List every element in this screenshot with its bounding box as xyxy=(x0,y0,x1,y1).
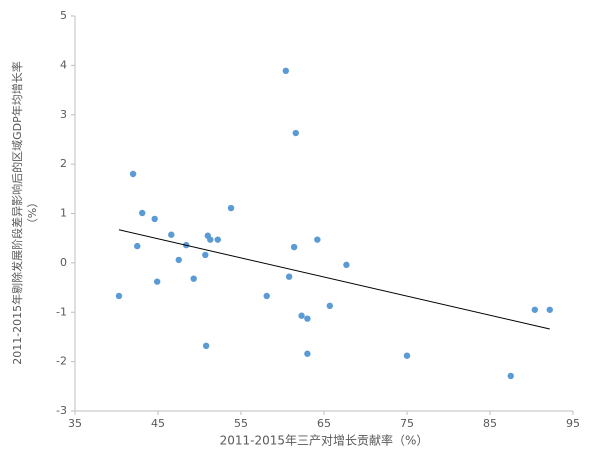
point xyxy=(298,312,305,319)
point xyxy=(285,273,293,280)
x-tick-label: 65 xyxy=(317,417,331,430)
point xyxy=(129,170,137,178)
y-tick-label: -3 xyxy=(56,404,67,417)
point xyxy=(202,342,210,350)
x-tick-label: 85 xyxy=(483,417,497,430)
point xyxy=(304,315,311,322)
point xyxy=(546,306,553,313)
y-axis-label: 2011-2015年剔除发展阶段差异影响后的区域GDP年均增长率 xyxy=(10,61,24,365)
point xyxy=(207,236,214,243)
trendline xyxy=(118,229,550,330)
point xyxy=(153,278,161,285)
point xyxy=(282,67,290,75)
point xyxy=(227,204,235,212)
point xyxy=(263,292,270,300)
point xyxy=(134,242,141,250)
point xyxy=(507,372,514,380)
point xyxy=(190,275,197,282)
point xyxy=(202,251,209,259)
point xyxy=(139,209,146,217)
point xyxy=(168,231,175,238)
y-tick-label: 3 xyxy=(60,108,67,121)
y-tick-label: 5 xyxy=(60,9,67,22)
y-tick-label: -2 xyxy=(56,355,67,368)
x-tick-label: 95 xyxy=(566,417,580,430)
y-tick-label: 1 xyxy=(60,207,67,220)
x-tick-label: 35 xyxy=(68,417,82,430)
point xyxy=(115,292,123,300)
point xyxy=(214,236,221,243)
x-tick-label: 45 xyxy=(151,417,165,430)
point xyxy=(403,352,411,359)
point xyxy=(290,243,298,251)
x-tick-label: 75 xyxy=(400,417,414,430)
point xyxy=(343,261,350,269)
point xyxy=(151,215,158,223)
y-axis-label: （%） xyxy=(26,197,39,229)
x-axis-label: 2011-2015年三产对增长贡献率（%） xyxy=(220,433,429,448)
x-tick-label: 55 xyxy=(234,417,248,430)
y-tick-label: 4 xyxy=(60,58,67,71)
point xyxy=(531,306,539,313)
y-tick-label: -1 xyxy=(56,305,67,318)
point xyxy=(304,350,311,357)
point xyxy=(314,236,321,243)
point xyxy=(175,256,182,264)
y-tick-label: 0 xyxy=(60,256,67,269)
y-tick-label: 2 xyxy=(60,157,67,170)
point xyxy=(326,302,334,310)
point xyxy=(292,129,299,137)
